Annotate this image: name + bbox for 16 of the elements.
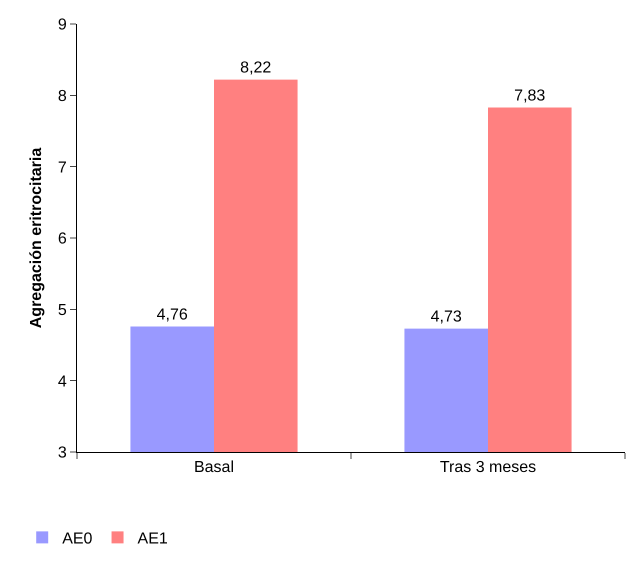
- y-tick-label: 5: [58, 302, 67, 319]
- legend-label: AE1: [138, 530, 168, 548]
- y-tick-label: 4: [58, 373, 67, 390]
- data-label: 8,22: [240, 60, 272, 77]
- data-label: 4,73: [430, 308, 462, 326]
- y-tick-label: 7: [58, 159, 67, 176]
- x-tick-label: Tras 3 meses: [440, 459, 536, 476]
- legend-label: AE0: [62, 530, 93, 548]
- data-label: 7,83: [514, 87, 546, 104]
- data-label: 4,76: [156, 306, 188, 324]
- y-tick-label: 6: [58, 230, 67, 248]
- y-axis-title: Agregación eritrocitaria: [28, 148, 45, 328]
- y-tick-label: 8: [58, 88, 67, 105]
- y-tick-label: 9: [58, 16, 67, 34]
- x-tick-label: Basal: [194, 459, 234, 476]
- y-tick-label: 3: [58, 444, 67, 462]
